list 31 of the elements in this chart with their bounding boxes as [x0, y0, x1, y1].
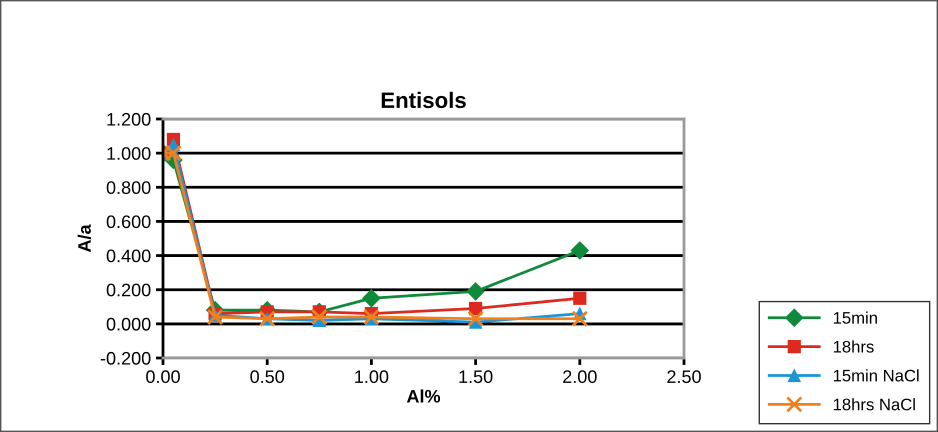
y-tick-label: 0.000 [106, 318, 150, 331]
point [310, 308, 328, 326]
x-tick-label: 0.00 [146, 370, 180, 384]
x-tick-label: 0.50 [250, 370, 284, 384]
point [570, 241, 589, 260]
y-tick-label: -0.200 [100, 352, 150, 365]
point [466, 282, 485, 301]
y-tick-label: 1.000 [107, 147, 150, 160]
y-tick-label: 0.200 [106, 284, 150, 296]
x-axis-title: Al% [406, 389, 440, 403]
x-tick-label: 1.00 [355, 370, 388, 384]
x-tick-label: 2.00 [563, 370, 597, 384]
legend-label: 15min [834, 312, 877, 324]
y-tick-label: 1.200 [107, 112, 150, 126]
x-tick-label: 2.50 [667, 370, 701, 384]
point [363, 308, 380, 326]
y-tick-label: 0.600 [106, 215, 150, 228]
point [206, 308, 224, 326]
y-tick-label: 0.800 [106, 181, 150, 194]
y-tick-label: 0.400 [106, 250, 150, 262]
legend-label: 18hrs NaCl [834, 398, 915, 410]
x-tick-label: 1.50 [459, 370, 492, 384]
point [362, 289, 381, 308]
legend-label: 15min NaCl [834, 369, 919, 382]
point [467, 310, 484, 328]
point [571, 310, 588, 328]
point [165, 144, 182, 162]
chart-title: Entisols [382, 92, 466, 108]
point [573, 292, 586, 305]
y-axis-title: A/a [78, 224, 92, 252]
legend-label: 18hrs [834, 340, 874, 353]
